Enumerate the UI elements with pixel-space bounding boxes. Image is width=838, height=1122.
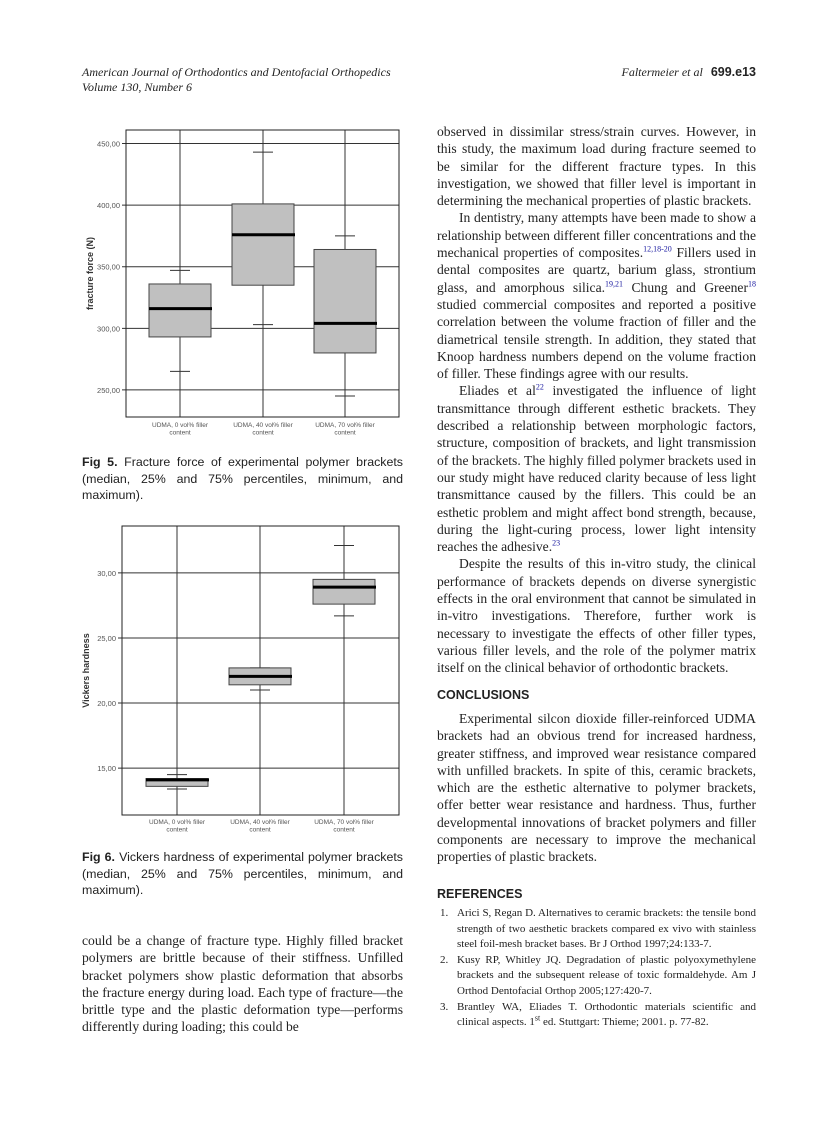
text-run: Eliades et al (459, 383, 536, 399)
y-tick-label: 250,00 (97, 386, 120, 395)
reference-number: 2. (440, 953, 449, 966)
category-label: content (334, 430, 356, 437)
paragraph: observed in dissimilar stress/strain cur… (437, 123, 756, 209)
paragraph: In dentistry, many attempts have been ma… (437, 209, 756, 382)
page-number: 699.e13 (710, 65, 756, 79)
references-list: 1. Arici S, Regan D. Alternatives to cera… (440, 906, 756, 1031)
reference-text: Kusy RP, Whitley JQ. Degradation of plas… (457, 953, 756, 997)
conclusions-text: Experimental silcon dioxide filler-reinf… (437, 710, 756, 866)
category-label: UDMA, 40 vol% filler (230, 819, 290, 826)
category-label: content (169, 430, 191, 437)
fig6-label: Fig 6. (82, 850, 115, 864)
journal-volume: Volume 130, Number 6 (82, 80, 192, 94)
reference-number: 3. (440, 1000, 449, 1013)
y-tick-label: 30,00 (97, 569, 116, 578)
box (313, 248, 377, 354)
y-tick-label: 20,00 (97, 699, 116, 708)
text-run: Fillers used in dental composites are qu… (437, 245, 756, 295)
paragraph: Experimental silcon dioxide filler-reinf… (437, 711, 756, 865)
fig6-caption-text: Vickers hardness of experimental polymer… (82, 850, 403, 897)
running-header-left: American Journal of Orthodontics and Den… (82, 65, 391, 95)
fig5-label: Fig 5. (82, 455, 118, 469)
citation-superscript: 19,21 (605, 279, 624, 289)
category-label: UDMA, 0 vol% filler (149, 819, 206, 826)
text-run: Despite the results of this in-vitro stu… (437, 556, 756, 676)
category-label: UDMA, 0 vol% filler (152, 422, 209, 429)
running-header-right: Faltermeier et al 699.e13 (622, 65, 757, 80)
fig5-caption-text: Fracture force of experimental polymer b… (82, 455, 404, 502)
reference-item: 1. Arici S, Regan D. Alternatives to cera… (440, 906, 756, 953)
left-column-text: could be a change of fracture type. High… (82, 932, 403, 1036)
category-label: UDMA, 40 vol% filler (233, 422, 293, 429)
category-label: content (333, 827, 355, 834)
reference-text: Arici S, Regan D. Alternatives to cerami… (457, 907, 756, 951)
reference-text: Brantley WA, Eliades T. Orthodontic mate… (457, 1000, 756, 1031)
plot-frame (125, 129, 400, 418)
fig5-boxplot: 250,00 300,00 350,00 400,00 450,00 UDMA, 0 vo… (85, 129, 400, 437)
paragraph: Eliades et al22 investigated the influen… (437, 382, 756, 555)
right-column-text: observed in dissimilar stress/strain cur… (437, 123, 756, 677)
text-run: Chung and Greener (623, 279, 748, 295)
y-tick-label: 300,00 (97, 324, 120, 333)
reference-text-part: ed. Stuttgart: Thieme; 2001. p. 77-82. (540, 1016, 709, 1029)
references-heading: REFERENCES (437, 887, 523, 901)
paragraph: could be a change of fracture type. High… (82, 933, 403, 1035)
reference-number: 1. (440, 907, 449, 919)
y-axis-label: fracture force (N) (85, 237, 95, 310)
citation-superscript: 22 (535, 382, 544, 392)
box (148, 283, 212, 338)
text-run: investigated the influence of light tran… (437, 383, 757, 555)
superscript: st (534, 1013, 541, 1023)
category-label: UDMA, 70 vol% filler (315, 422, 375, 429)
y-tick-label: 15,00 (97, 764, 116, 773)
category-label: UDMA, 70 vol% filler (314, 819, 374, 826)
text-run: studied commercial composites and report… (437, 296, 756, 382)
box (231, 203, 295, 286)
text-run: In dentistry, many attempts have been ma… (437, 210, 756, 261)
authors: Faltermeier et al (621, 65, 703, 79)
paragraph: Despite the results of this in-vitro stu… (437, 555, 756, 676)
y-tick-label: 25,00 (97, 634, 116, 643)
plot-frame (121, 525, 400, 816)
box (312, 578, 376, 605)
reference-item: 3. Brantley WA, Eliades T. Orthodontic ma… (440, 1000, 756, 1031)
y-tick-label: 450,00 (97, 140, 120, 149)
conclusions-heading: CONCLUSIONS (437, 688, 530, 702)
y-axis-label: Vickers hardness (81, 633, 91, 707)
y-tick-label: 400,00 (97, 201, 120, 210)
journal-title: American Journal of Orthodontics and Den… (82, 65, 391, 79)
y-tick-label: 350,00 (97, 263, 120, 272)
reference-text-part: Brantley WA, Eliades T. Orthodontic mate… (457, 1000, 756, 1029)
category-label: content (166, 827, 188, 834)
text-run: observed in dissimilar stress/strain cur… (437, 124, 756, 209)
category-label: content (252, 430, 274, 437)
citation-superscript: 23 (552, 538, 561, 548)
fig6-caption: Fig 6. Vickers hardness of experimental … (82, 849, 403, 899)
fig5-caption: Fig 5. Fracture force of experimental po… (82, 454, 403, 504)
reference-item: 2. Kusy RP, Whitley JQ. Degradation of pl… (440, 953, 756, 1000)
citation-superscript: 18 (748, 279, 756, 289)
category-label: content (249, 827, 271, 834)
citation-superscript: 12,18-20 (643, 244, 672, 254)
